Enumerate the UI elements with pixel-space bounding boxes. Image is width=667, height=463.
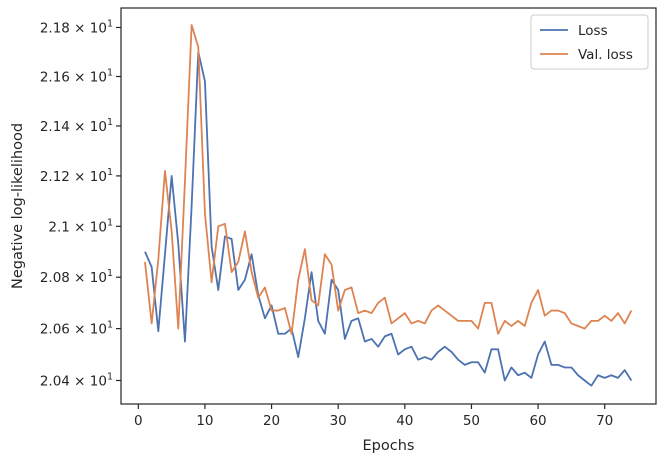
x-tick-label: 20	[263, 413, 280, 429]
y-tick-label: 2.08 × 101	[40, 268, 113, 286]
series-line-loss	[144, 51, 633, 387]
y-tick-label: 2.06 × 101	[40, 320, 113, 338]
x-axis-ticks: 0 10 20 30 40 50 60 70	[134, 404, 613, 429]
x-tick-label: 0	[134, 413, 143, 429]
series-layer	[144, 24, 633, 387]
y-tick-label: 2.1 × 101	[48, 217, 113, 235]
x-tick-label: 30	[330, 413, 347, 429]
legend-label-loss: Loss	[578, 23, 608, 39]
series-line-val-loss	[144, 24, 633, 335]
y-tick-label: 2.04 × 101	[40, 371, 113, 389]
x-tick-label: 40	[396, 413, 413, 429]
x-tick-label: 10	[196, 413, 213, 429]
y-axis-label: Negative log-likelihood	[10, 123, 26, 289]
y-axis-ticks: 2.04 × 101 2.06 × 101 2.08 × 101 2.1 × 101 2…	[40, 18, 121, 389]
plot-frame	[120, 7, 657, 405]
y-tick-label: 2.12 × 101	[40, 167, 113, 185]
x-tick-label: 50	[463, 413, 480, 429]
x-axis-label: Epochs	[363, 438, 415, 454]
legend: Loss Val. loss	[530, 14, 649, 70]
legend-label-val-loss: Val. loss	[578, 47, 633, 63]
y-tick-label: 2.16 × 101	[40, 67, 113, 85]
x-tick-label: 60	[529, 413, 546, 429]
x-tick-label: 70	[596, 413, 613, 429]
y-tick-label: 2.18 × 101	[40, 18, 113, 36]
y-tick-label: 2.14 × 101	[40, 117, 113, 135]
legend-box	[530, 14, 649, 70]
